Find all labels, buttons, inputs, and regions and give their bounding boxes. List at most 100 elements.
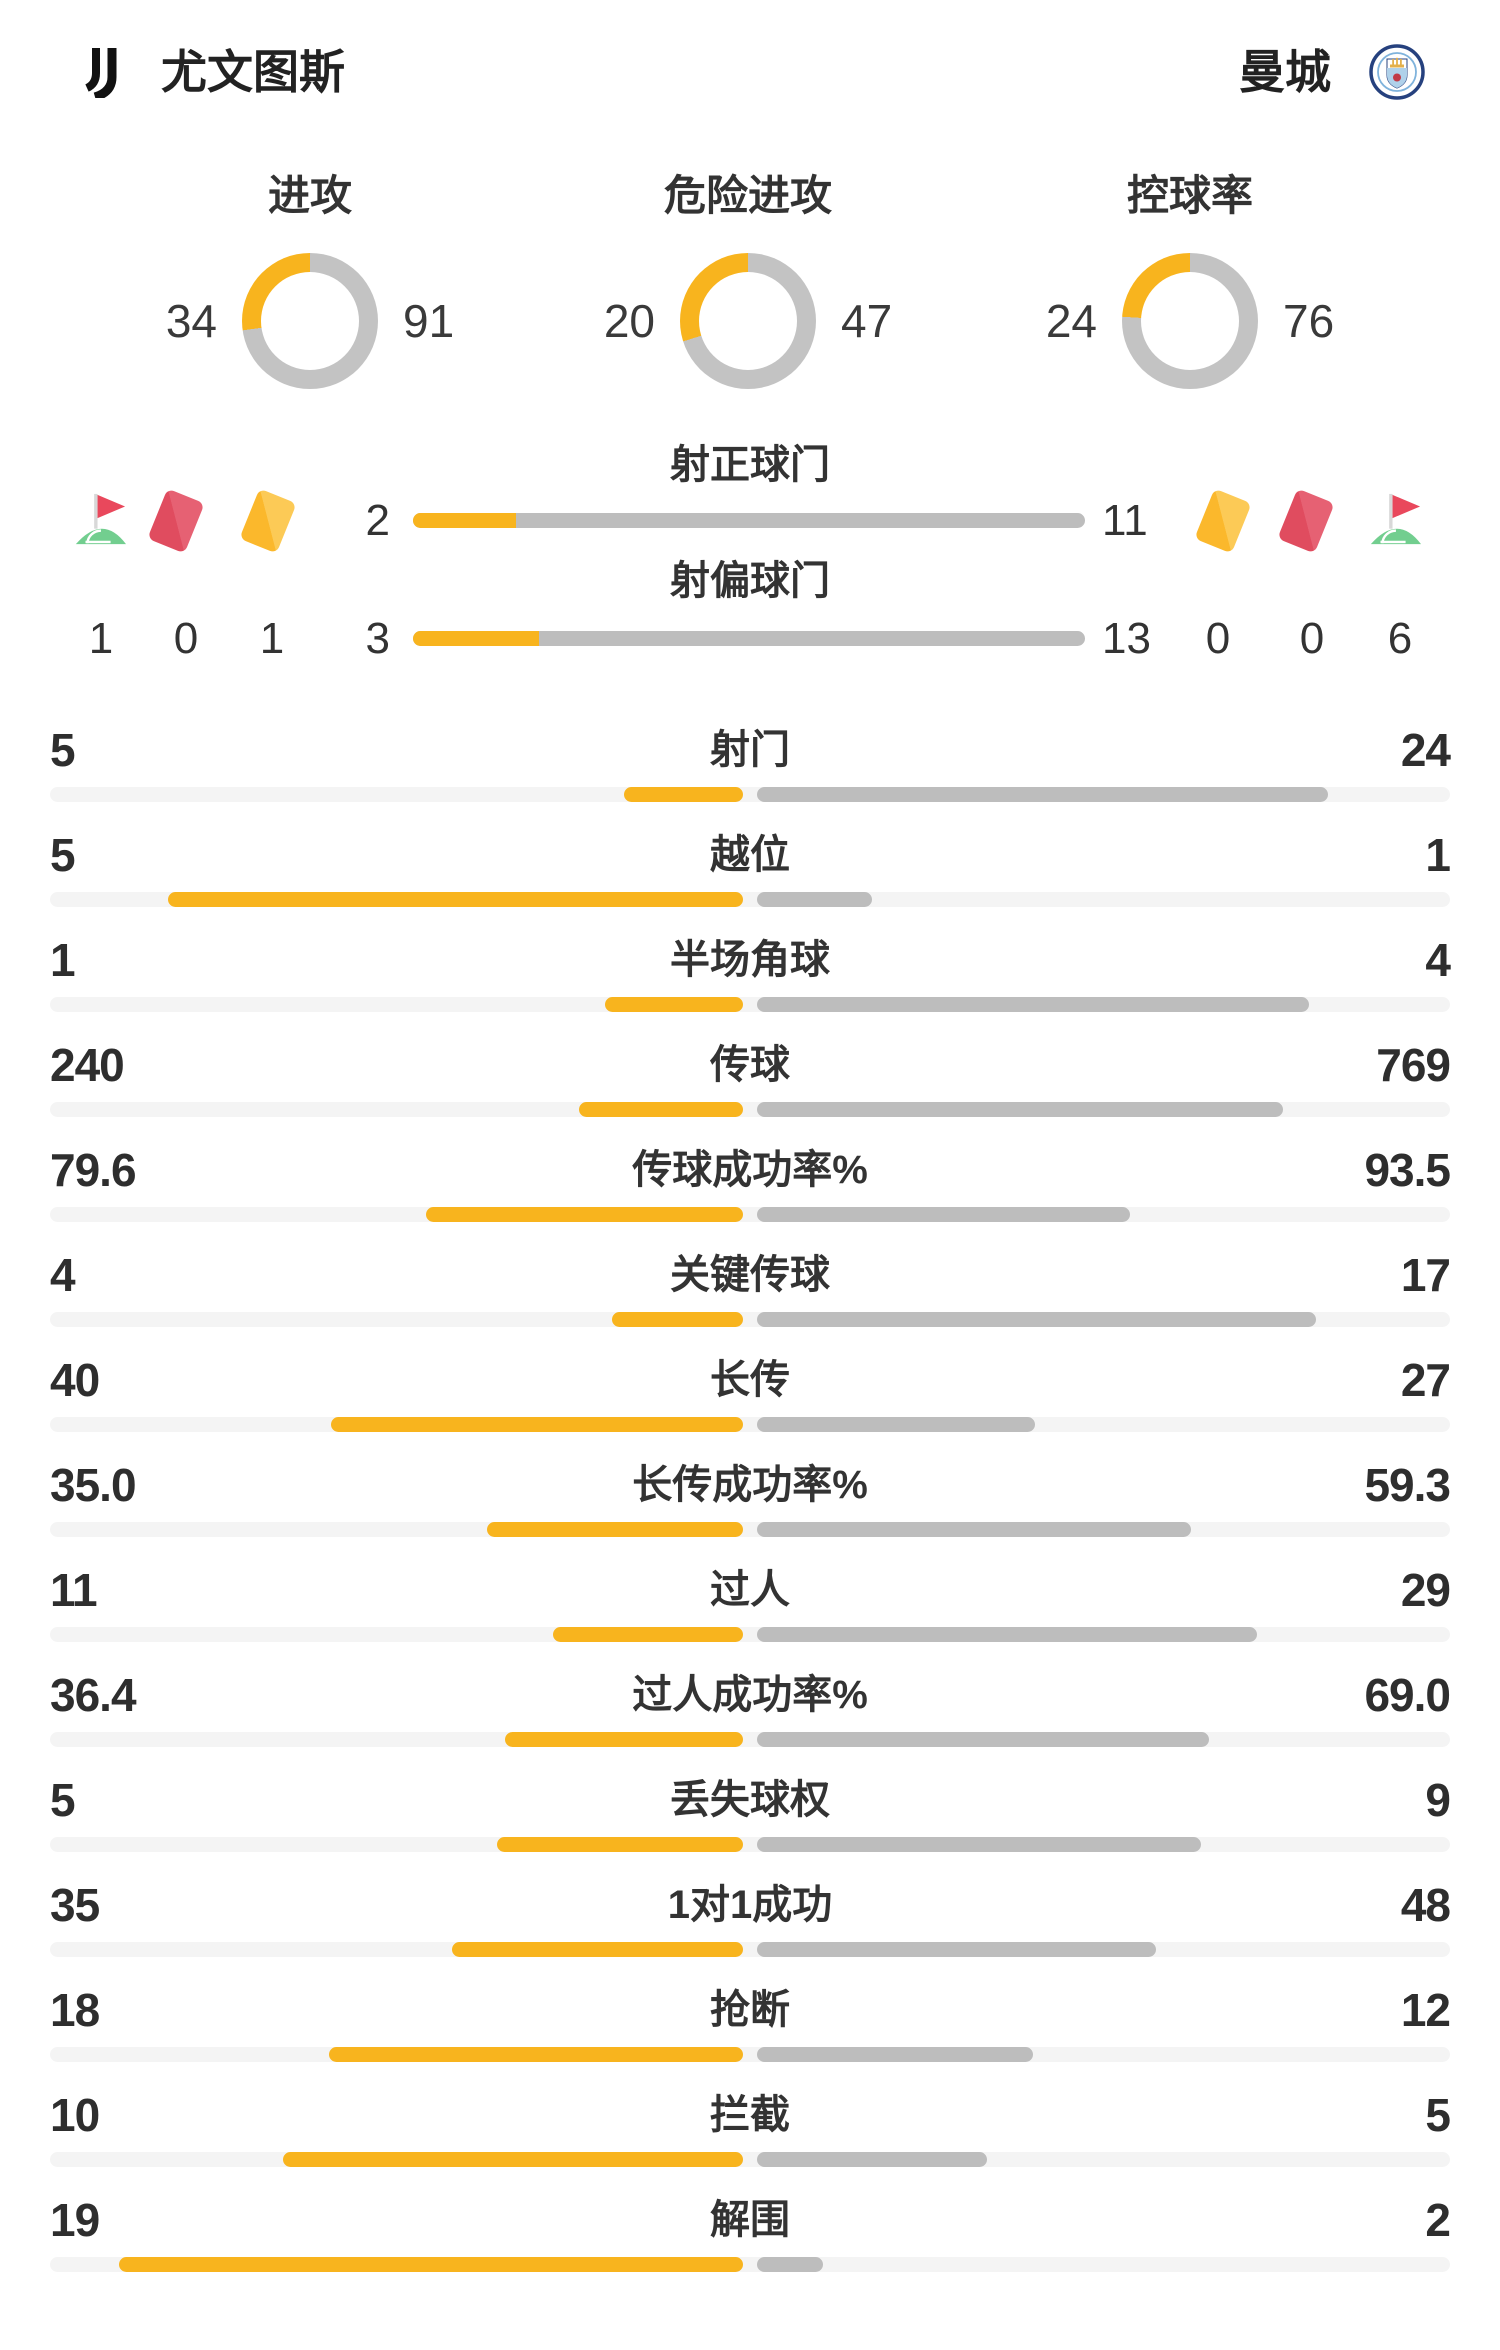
- stat-away-value: 27: [1400, 1354, 1451, 1406]
- yellow-card-icon: [1194, 488, 1252, 554]
- donut-hole: [1141, 272, 1239, 370]
- stat-row: 10 拦截 5: [50, 2085, 1451, 2190]
- stat-bar-away: [757, 1732, 1209, 1747]
- stat-row: 5 丢失球权 9: [50, 1770, 1451, 1875]
- home-team-header[interactable]: 尤文图斯: [85, 44, 345, 102]
- stat-bar-home: [452, 1942, 743, 1957]
- home-team-name: 尤文图斯: [161, 46, 345, 98]
- stat-bar-away: [757, 1102, 1283, 1117]
- away-team-header[interactable]: 曼城: [1239, 44, 1425, 100]
- shots-off-target-bar: [413, 631, 1085, 646]
- stat-label: 过人成功率%: [632, 1673, 868, 1717]
- stat-bar-home: [497, 1837, 743, 1852]
- stat-away-value: 12: [1400, 1984, 1451, 2036]
- red-card-icon: [1277, 488, 1335, 554]
- stat-bar-home: [579, 1102, 743, 1117]
- stat-home-value: 5: [50, 724, 76, 776]
- stat-away-value: 1: [1425, 829, 1451, 881]
- stat-label: 长传成功率%: [632, 1463, 868, 1507]
- donut-home-value: 24: [1045, 295, 1097, 347]
- home-shots-on-target: 2: [365, 496, 390, 545]
- stat-label: 射门: [710, 728, 790, 772]
- stat-away-value: 59.3: [1364, 1459, 1451, 1511]
- stat-home-value: 11: [50, 1564, 98, 1616]
- stat-bar-track: [50, 1417, 1450, 1432]
- stat-bar-track: [50, 1522, 1450, 1537]
- stat-home-value: 240: [50, 1039, 125, 1091]
- stat-label: 抢断: [710, 1988, 790, 2032]
- man-city-badge-icon: [1369, 44, 1425, 100]
- stat-bar-track: [50, 1102, 1450, 1117]
- stat-away-value: 769: [1376, 1039, 1451, 1091]
- away-team-name: 曼城: [1239, 46, 1331, 98]
- home-red-cards-count: 0: [173, 614, 199, 663]
- stat-bar-track: [50, 2152, 1450, 2167]
- donut-away-value: 76: [1283, 295, 1335, 347]
- donut-hole: [699, 272, 797, 370]
- stat-bar-away: [757, 2152, 987, 2167]
- stat-bar-away: [757, 787, 1328, 802]
- stat-row: 35 1对1成功 48: [50, 1875, 1451, 1980]
- stat-bar-home: [612, 1312, 743, 1327]
- donut-group: 控球率 24 76: [960, 170, 1420, 410]
- stat-bar-home: [283, 2152, 743, 2167]
- donut-group: 进攻 34 91: [80, 170, 540, 410]
- shots-off-target-title: 射偏球门: [670, 559, 830, 603]
- stat-row: 1 半场角球 4: [50, 930, 1451, 1035]
- home-yellow-cards-count: 1: [259, 614, 285, 663]
- stat-bar-track: [50, 892, 1450, 907]
- away-corners-count: 6: [1387, 614, 1413, 663]
- away-shots-off-target: 13: [1102, 614, 1151, 663]
- donut-title: 进攻: [267, 172, 352, 219]
- red-card-icon: [147, 488, 205, 554]
- stat-label: 长传: [710, 1358, 790, 1402]
- stat-away-value: 24: [1400, 724, 1451, 776]
- donut-ring: [680, 253, 816, 389]
- stat-label: 解围: [710, 2198, 790, 2242]
- donut-home-value: 20: [603, 295, 655, 347]
- shots-on-target-title: 射正球门: [670, 443, 830, 487]
- stat-row: 19 解围 2: [50, 2190, 1451, 2295]
- home-corners-count: 1: [88, 614, 114, 663]
- stat-bar-away: [757, 1312, 1316, 1327]
- stat-bar-track: [50, 2257, 1450, 2272]
- stat-home-value: 5: [50, 829, 76, 881]
- stat-home-value: 40: [50, 1354, 100, 1406]
- stat-bar-home: [505, 1732, 743, 1747]
- stat-away-value: 2: [1425, 2194, 1451, 2246]
- stat-bar-track: [50, 1627, 1450, 1642]
- donut-hole: [261, 272, 359, 370]
- stat-bar-home: [553, 1627, 743, 1642]
- stats-list: 5 射门 24 5 越位 1 1 半场角球 4 240 传球 769 79.6 传球成功率% 93.5 4 关键…: [50, 720, 1451, 2300]
- shots-off-target-bar-home: [413, 631, 539, 646]
- stat-bar-home: [119, 2257, 743, 2272]
- stat-home-value: 35.0: [50, 1459, 137, 1511]
- home-shots-off-target: 3: [365, 614, 390, 663]
- stat-home-value: 1: [50, 934, 76, 986]
- donut-title: 控球率: [1126, 172, 1253, 219]
- away-red-cards-count: 0: [1299, 614, 1325, 663]
- shots-off-target-row: 1 0 1 3 13 0 0 6: [0, 612, 1500, 666]
- stat-home-value: 5: [50, 1774, 76, 1826]
- donut-away-value: 47: [841, 295, 893, 347]
- stat-away-value: 4: [1425, 934, 1451, 986]
- stat-home-value: 10: [50, 2089, 100, 2141]
- stat-row: 18 抢断 12: [50, 1980, 1451, 2085]
- away-shots-on-target: 11: [1102, 496, 1148, 545]
- away-yellow-cards-count: 0: [1205, 614, 1231, 663]
- stat-row: 36.4 过人成功率% 69.0: [50, 1665, 1451, 1770]
- corner-flag-icon: [1365, 492, 1423, 548]
- stat-label: 关键传球: [670, 1253, 830, 1297]
- stat-label: 传球: [710, 1043, 790, 1087]
- stat-label: 1对1成功: [667, 1883, 833, 1927]
- stat-away-value: 93.5: [1364, 1144, 1451, 1196]
- stat-home-value: 79.6: [50, 1144, 137, 1196]
- shots-on-target-bar-home: [413, 513, 516, 528]
- donut-ring: [242, 253, 378, 389]
- stat-home-value: 35: [50, 1879, 100, 1931]
- stat-bar-away: [757, 892, 872, 907]
- stat-label: 传球成功率%: [632, 1148, 868, 1192]
- stat-away-value: 9: [1425, 1774, 1451, 1826]
- stat-bar-home: [624, 787, 743, 802]
